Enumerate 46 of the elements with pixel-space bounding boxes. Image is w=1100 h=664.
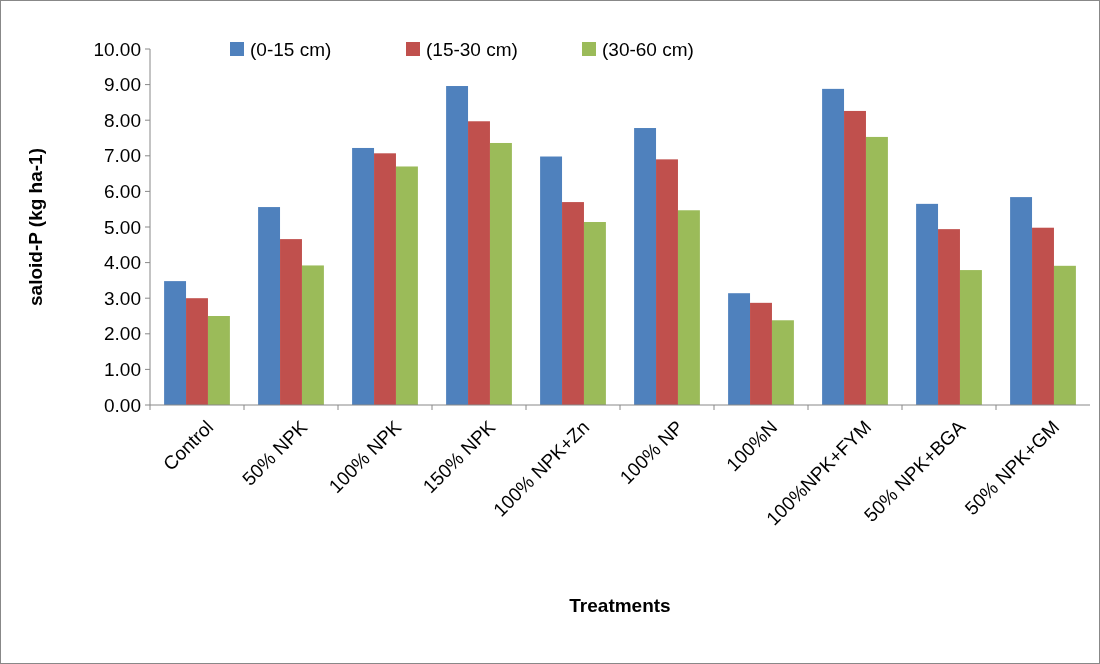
bar <box>771 320 794 405</box>
y-tick-label: 8.00 <box>104 109 141 131</box>
bar <box>446 86 469 405</box>
bar <box>865 136 888 405</box>
bar <box>634 128 657 405</box>
bar <box>540 156 563 405</box>
legend-label: (30-60 cm) <box>602 38 694 60</box>
bar <box>395 166 418 405</box>
bar <box>1010 197 1033 405</box>
bar <box>822 88 845 405</box>
legend-label: (15-30 cm) <box>426 38 518 60</box>
bar <box>1032 227 1054 405</box>
bar <box>938 229 960 405</box>
bar <box>489 142 512 405</box>
bar <box>186 298 208 405</box>
bar <box>656 159 678 405</box>
x-axis-title: Treatments <box>569 595 671 616</box>
y-tick-label: 9.00 <box>104 74 141 96</box>
y-tick-label: 1.00 <box>104 359 141 381</box>
y-tick-label: 10.00 <box>93 38 141 60</box>
bar <box>1053 265 1076 405</box>
y-tick-label: 7.00 <box>104 145 141 167</box>
bar <box>207 316 230 405</box>
bar <box>374 153 396 405</box>
y-tick-label: 2.00 <box>104 323 141 345</box>
bar <box>959 270 982 405</box>
bar <box>468 121 490 405</box>
y-tick-label: 0.00 <box>104 394 141 416</box>
y-tick-label: 4.00 <box>104 252 141 274</box>
bar <box>583 222 606 405</box>
bar <box>352 147 375 405</box>
bar <box>750 302 772 405</box>
y-tick-label: 6.00 <box>104 181 141 203</box>
bar <box>728 293 751 405</box>
bar <box>280 239 302 405</box>
bar <box>844 110 866 405</box>
bar <box>258 207 281 405</box>
bar <box>677 210 700 405</box>
bar <box>562 202 584 405</box>
y-tick-label: 3.00 <box>104 287 141 309</box>
bar <box>301 265 324 405</box>
legend-label: (0-15 cm) <box>250 38 332 60</box>
y-tick-label: 5.00 <box>104 216 141 238</box>
y-axis-title: saloid-P (kg ha-1) <box>25 147 46 307</box>
bar <box>916 203 939 405</box>
bar <box>164 281 187 405</box>
